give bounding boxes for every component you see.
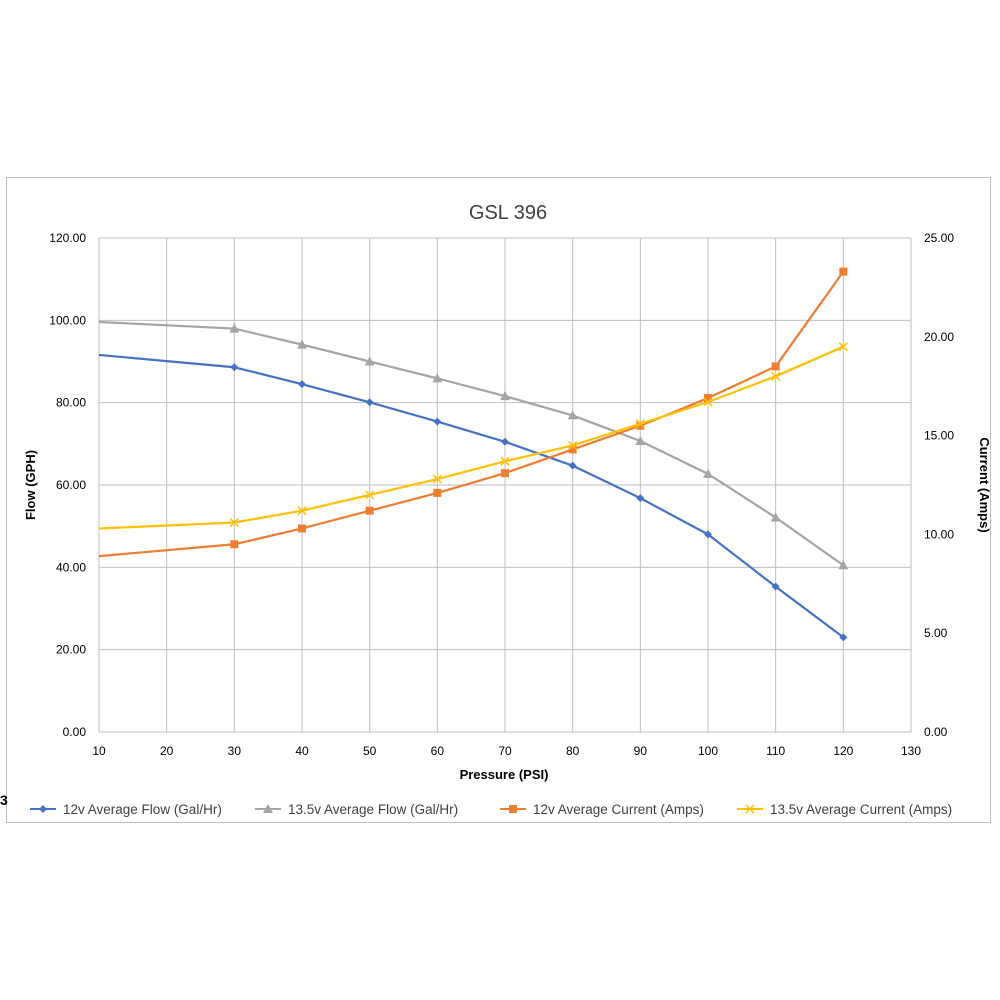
legend-item: 12v Average Flow (Gal/Hr) (30, 802, 222, 817)
legend-label: 12v Average Flow (Gal/Hr) (63, 802, 222, 817)
data-point (704, 530, 712, 539)
x-tick-label: 110 (766, 744, 785, 758)
data-point (365, 490, 375, 500)
x-tick-label: 130 (901, 744, 921, 758)
data-point (501, 469, 509, 478)
stray-text: 3 (0, 792, 8, 808)
data-point (509, 805, 517, 813)
x-tick-label: 80 (566, 744, 580, 758)
data-point (230, 540, 239, 549)
y2-tick-label: 0.00 (924, 725, 948, 739)
series-line (98, 353, 844, 639)
data-point (745, 804, 755, 814)
data-point (432, 474, 442, 484)
data-point (838, 560, 849, 570)
y2-tick-label: 10.00 (924, 527, 954, 541)
series-line (98, 270, 845, 558)
data-point (433, 417, 442, 426)
y-tick-label: 40.00 (56, 560, 86, 574)
y2-tick-label: 15.00 (924, 429, 954, 443)
data-point (298, 524, 306, 533)
y2-tick-label: 5.00 (924, 626, 948, 640)
data-point (297, 339, 307, 349)
series-2 (98, 320, 849, 570)
data-point (636, 494, 645, 503)
x-tick-label: 50 (363, 744, 377, 758)
data-point (636, 421, 645, 430)
data-point (365, 506, 374, 515)
y-tick-label: 100.00 (49, 313, 86, 327)
data-point (771, 582, 780, 591)
data-point (568, 440, 578, 451)
x-tick-label: 40 (295, 744, 309, 758)
data-point (635, 419, 645, 429)
legend-item: 12v Average Current (Amps) (500, 802, 704, 817)
y-tick-label: 60.00 (56, 478, 86, 492)
y-tick-label: 0.00 (63, 725, 87, 739)
y-tick-label: 20.00 (56, 643, 86, 657)
data-point (839, 633, 848, 642)
data-point (39, 805, 47, 813)
y2-tick-label: 25.00 (924, 231, 954, 245)
data-point (297, 506, 307, 516)
y2-axis-label: Current (Amps) (977, 437, 992, 532)
x-tick-label: 10 (92, 744, 106, 758)
data-point (501, 437, 509, 446)
series-4 (98, 342, 848, 530)
data-point (567, 410, 578, 420)
legend-label: 13.5v Average Flow (Gal/Hr) (288, 802, 458, 817)
chart-title: GSL 396 (469, 202, 547, 224)
x-tick-label: 100 (698, 744, 718, 758)
chart-frame (6, 177, 991, 823)
y-tick-label: 120.00 (49, 231, 86, 245)
legend-label: 13.5v Average Current (Amps) (770, 802, 952, 817)
series-layer (98, 267, 849, 642)
x-axis-label: Pressure (PSI) (460, 767, 549, 782)
data-point (568, 461, 577, 470)
data-point (364, 356, 375, 366)
series-line (98, 345, 844, 530)
data-point (838, 342, 848, 352)
x-tick-label: 30 (228, 744, 242, 758)
data-point (703, 397, 713, 407)
data-point (500, 391, 510, 401)
data-point (298, 380, 306, 389)
data-point (771, 371, 781, 381)
x-tick-label: 20 (160, 744, 174, 758)
legend-item: 13.5v Average Current (Amps) (737, 802, 952, 817)
data-point (704, 394, 712, 403)
series-3 (98, 267, 848, 558)
data-point (433, 488, 442, 497)
legend: 12v Average Flow (Gal/Hr) 13.5v Average F… (30, 802, 952, 817)
data-point (229, 323, 240, 333)
x-tick-label: 70 (498, 744, 512, 758)
legend-label: 12v Average Current (Amps) (533, 802, 704, 817)
x-tick-label: 90 (634, 744, 648, 758)
y2-tick-label: 20.00 (924, 330, 954, 344)
data-point (703, 468, 713, 478)
data-point (568, 445, 577, 454)
data-point (500, 456, 510, 466)
data-point (263, 804, 273, 813)
data-point (771, 362, 780, 371)
legend-item: 13.5v Average Flow (Gal/Hr) (255, 802, 458, 817)
y-tick-label: 80.00 (56, 396, 86, 410)
data-point (839, 267, 848, 276)
x-tick-label: 60 (431, 744, 445, 758)
y-axis-label: Flow (GPH) (23, 450, 38, 520)
tick-labels: 10 20 30 40 50 60 70 80 90 100 110 120 1300.0020.004… (49, 231, 954, 758)
x-tick-label: 120 (833, 744, 853, 758)
data-point (365, 398, 374, 407)
data-point (635, 435, 646, 445)
data-point (770, 512, 781, 522)
data-point (432, 373, 443, 383)
data-point (230, 363, 239, 372)
grid-lines (98, 237, 912, 733)
data-point (229, 518, 239, 528)
series-1 (98, 353, 848, 642)
series-line (98, 320, 844, 567)
